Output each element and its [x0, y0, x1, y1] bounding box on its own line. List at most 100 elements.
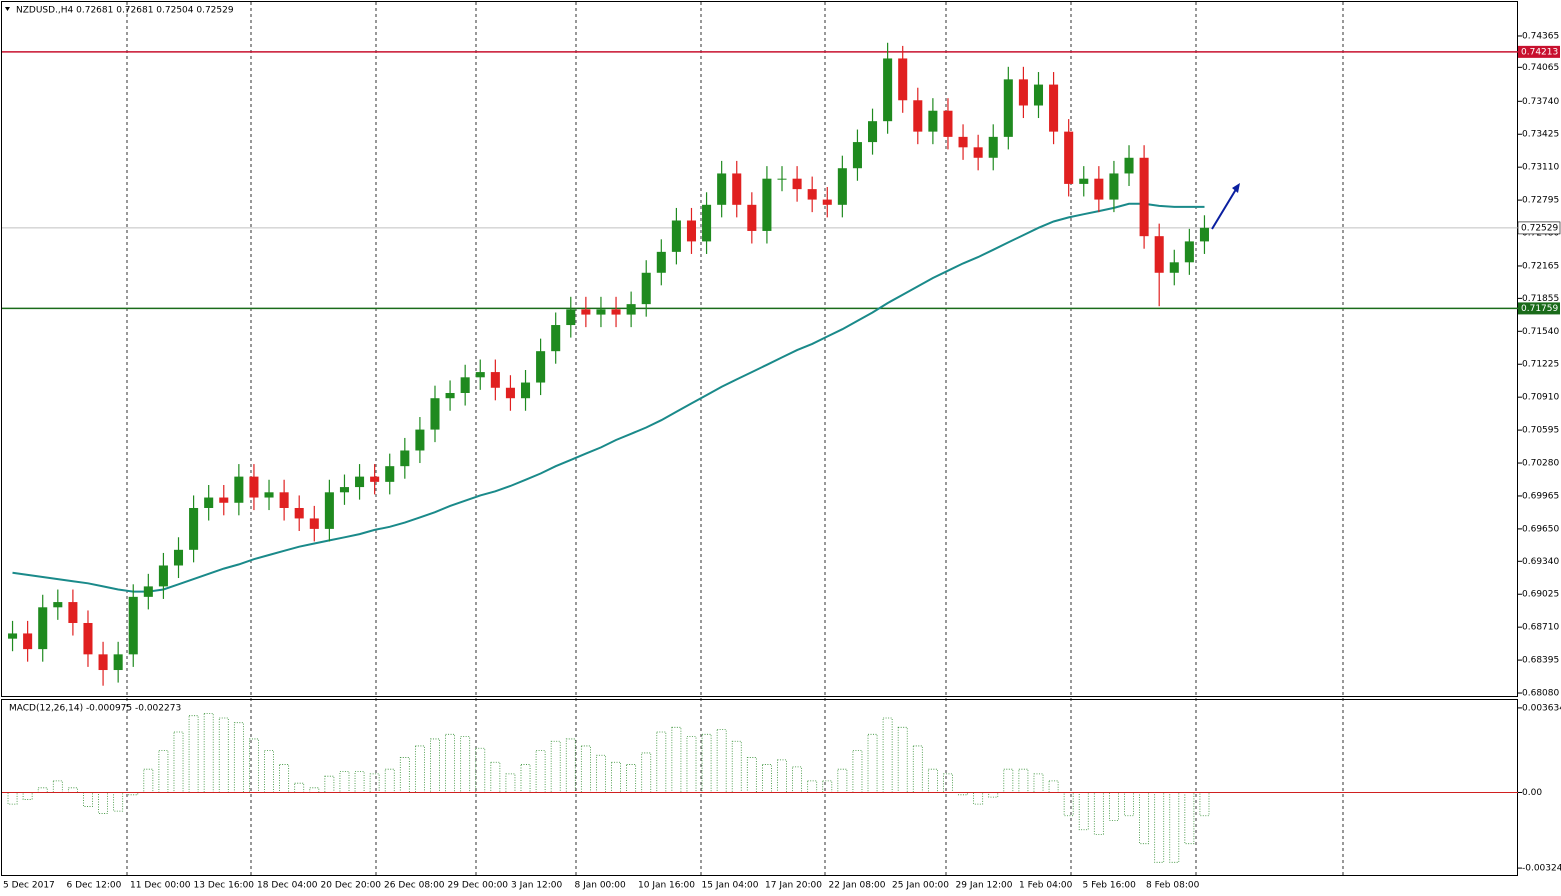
candle-body	[219, 497, 229, 503]
macd-bar	[7, 792, 18, 805]
candle-body	[1079, 178, 1089, 184]
candle-body	[1109, 173, 1119, 200]
macd-bar	[958, 792, 968, 796]
candle-body	[626, 304, 636, 315]
macd-bar	[1109, 792, 1119, 821]
menu-icon	[5, 7, 10, 11]
candle-body	[430, 398, 440, 430]
candle-body	[777, 178, 787, 180]
macd-bar	[1154, 792, 1165, 863]
macd-bar	[777, 759, 787, 793]
x-tick-label: 15 Jan 04:00	[702, 881, 759, 891]
y-tick-label: 0.74065	[1522, 63, 1559, 73]
x-tick-label: 25 Jan 00:00	[892, 881, 949, 891]
candle-body	[1049, 84, 1059, 132]
candle-body	[807, 189, 817, 200]
macd-bar	[22, 792, 33, 800]
macd-bar	[897, 726, 908, 793]
candle-body	[128, 596, 138, 655]
macd-bar	[988, 792, 999, 798]
candle-body	[520, 382, 531, 399]
x-tick-label: 8 Feb 08:00	[1146, 881, 1200, 891]
y-tick-label: 0.71540	[1522, 327, 1559, 337]
macd-bar	[1078, 792, 1089, 831]
macd-bar	[490, 761, 501, 793]
x-tick-label: 18 Dec 04:00	[257, 881, 318, 891]
candle-body	[1094, 178, 1104, 200]
macd-bar	[324, 775, 335, 793]
candle-body	[445, 392, 455, 399]
candle-body	[973, 147, 983, 158]
candle-body	[762, 178, 772, 231]
candle-body	[490, 372, 500, 388]
candle-body	[1124, 157, 1134, 174]
x-tick-label: 5 Dec 2017	[3, 881, 55, 891]
candle-body	[837, 168, 847, 205]
y-tick-label: 0.003634	[1522, 703, 1561, 713]
candle-body	[913, 100, 923, 132]
candle-body	[460, 377, 470, 393]
candle-body	[264, 492, 274, 498]
candle-body	[868, 121, 878, 143]
x-tick-label: 8 Jan 00:00	[575, 881, 627, 891]
candle-body	[324, 492, 334, 529]
level-label-box	[1518, 302, 1560, 315]
macd-bar	[927, 768, 938, 793]
x-tick-label: 6 Dec 12:00	[67, 881, 122, 891]
macd-bar	[943, 773, 953, 793]
arrow-head	[1232, 183, 1240, 193]
macd-bar	[671, 726, 682, 793]
macd-bar	[1003, 768, 1014, 793]
x-tick-label: 5 Feb 16:00	[1083, 881, 1137, 891]
candle-body	[611, 309, 621, 315]
macd-bar	[716, 729, 727, 793]
macd-bar	[1033, 773, 1044, 793]
candle-body	[988, 136, 998, 158]
candle-body	[671, 220, 681, 252]
macd-bar	[279, 764, 290, 793]
macd-bar	[249, 738, 259, 793]
last-price-box	[1517, 221, 1561, 235]
y-tick-label: 0.69650	[1522, 524, 1559, 534]
y-tick-label: 0.73425	[1522, 130, 1559, 140]
macd-bar	[369, 773, 380, 793]
candle-body	[717, 173, 727, 205]
y-tick-label: 0.70910	[1522, 393, 1559, 403]
y-tick-label: 0.71855	[1522, 294, 1559, 304]
macd-bar	[520, 764, 531, 793]
macd-bar	[1124, 792, 1134, 817]
candle-body	[98, 654, 108, 671]
x-tick-label: 3 Jan 12:00	[511, 881, 563, 891]
x-tick-label: 26 Dec 08:00	[384, 881, 445, 891]
macd-bar	[867, 733, 878, 793]
candle-body	[249, 476, 259, 498]
candle-body	[641, 272, 651, 305]
macd-title: MACD(12,26,14) -0.000975 -0.002273	[9, 704, 181, 714]
candle-body	[355, 476, 365, 488]
candle-body	[204, 497, 214, 508]
macd-bar	[1018, 768, 1029, 793]
y-tick-label: 0.69340	[1522, 557, 1559, 567]
macd-bar	[113, 792, 124, 812]
macd-bar	[565, 738, 576, 793]
macd-bar	[611, 761, 621, 793]
candle-body	[158, 565, 168, 587]
candle-body	[898, 58, 908, 101]
candle-body	[1139, 157, 1149, 237]
y-tick-label: 0.00	[1522, 788, 1542, 798]
candle-body	[686, 220, 697, 242]
candle-body	[279, 492, 289, 508]
x-tick-label: 11 Dec 00:00	[130, 881, 191, 891]
candle-body	[400, 450, 410, 467]
candle-body	[1199, 227, 1209, 242]
candle-body	[702, 204, 712, 242]
candle-body	[309, 518, 319, 529]
candle-body	[551, 325, 561, 352]
candle-body	[536, 351, 546, 383]
price-panel	[1, 1, 1518, 697]
candle-body	[1064, 131, 1074, 184]
candle-body	[852, 142, 862, 169]
candle-body	[173, 549, 184, 566]
